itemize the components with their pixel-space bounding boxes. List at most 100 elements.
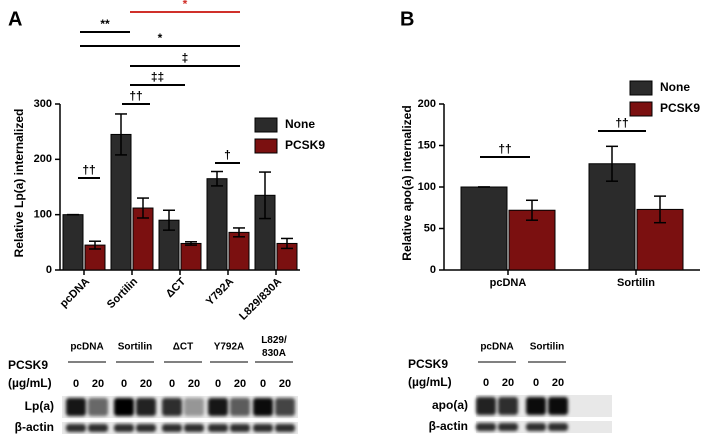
error-bar [137, 197, 149, 219]
dose-label: 0 [533, 377, 539, 389]
legend-label: PCSK9 [660, 101, 700, 115]
blot-band [114, 398, 134, 416]
significance-label: * [158, 31, 163, 45]
lane-label: pcDNA [480, 342, 513, 353]
blot-band [548, 423, 568, 431]
dose-label: 20 [140, 378, 152, 390]
error-bar [259, 171, 271, 220]
lane-label: 830A [262, 348, 286, 359]
significance-label: ** [100, 17, 110, 31]
blot-band [66, 398, 86, 416]
y-tick-label: 100 [418, 181, 436, 193]
significance-label: †† [82, 163, 95, 177]
bar [228, 231, 250, 271]
lane-label: Sortilin [530, 342, 564, 353]
significance-label: ‡‡ [151, 70, 164, 84]
blot-band [548, 397, 568, 415]
legend-swatch [254, 117, 278, 133]
bar [206, 178, 228, 271]
blot-band [526, 423, 546, 431]
dose-label: 0 [73, 378, 79, 390]
legend-swatch [629, 80, 653, 96]
unit-label: (µg/mL) [8, 376, 52, 390]
lane-label: ΔCT [173, 342, 194, 353]
blot-band [230, 424, 250, 432]
lane-label: L829/ [261, 335, 287, 346]
blot-band [162, 424, 182, 432]
error-bar [89, 240, 101, 250]
dose-label: 0 [215, 378, 221, 390]
significance-label: * [183, 0, 188, 11]
y-tick-label: 200 [418, 98, 436, 110]
y-tick-label: 50 [424, 222, 436, 234]
y-axis-label: Relative Lp(a) internalized [12, 109, 26, 258]
x-tick-label: ΔCT [164, 275, 189, 300]
panel-label: A [8, 8, 22, 30]
dose-label: 20 [92, 378, 104, 390]
blot-band [184, 424, 204, 432]
treatment-label: PCSK9 [408, 357, 448, 371]
dose-label: 20 [552, 377, 564, 389]
blot-band [476, 423, 496, 431]
y-tick-label: 0 [430, 264, 436, 276]
y-tick-label: 150 [418, 139, 436, 151]
x-tick-label: pcDNA [490, 277, 527, 289]
significance-label: †† [615, 116, 628, 130]
dose-label: 0 [483, 377, 489, 389]
y-tick-label: 200 [34, 153, 52, 165]
lane-label: Y792A [214, 342, 245, 353]
significance-label: ‡ [182, 51, 189, 65]
error-bar [233, 227, 245, 238]
blot-band [88, 424, 108, 432]
blot-band [184, 398, 204, 416]
blot-row-label: β-actin [429, 419, 468, 433]
blot-band [136, 424, 156, 432]
treatment-label: PCSK9 [8, 358, 48, 372]
blot-band [230, 398, 250, 416]
blot-band [114, 424, 134, 432]
blot-band [253, 398, 273, 416]
error-bar [281, 237, 293, 250]
bar [62, 214, 84, 271]
blot-band [66, 424, 86, 432]
legend-swatch [254, 138, 278, 154]
error-bar [606, 145, 618, 182]
y-tick-label: 100 [34, 209, 52, 221]
blot-band [275, 398, 295, 416]
significance-label: †† [498, 142, 511, 156]
dose-label: 0 [169, 378, 175, 390]
dose-label: 0 [121, 378, 127, 390]
bar [180, 242, 202, 271]
significance-label: † [224, 148, 231, 162]
blot-band [526, 397, 546, 415]
legend-label: None [660, 80, 690, 94]
bar [588, 163, 636, 271]
x-tick-label: Sortilin [105, 275, 140, 310]
blot-band [498, 423, 518, 431]
x-tick-label: Sortilin [617, 277, 655, 289]
x-tick-label: Y792A [204, 276, 236, 308]
x-tick-label: L829/830A [237, 276, 284, 323]
error-bar [185, 241, 197, 246]
unit-label: (µg/mL) [408, 375, 452, 389]
dose-label: 20 [234, 378, 246, 390]
blot-row-label: apo(a) [432, 398, 468, 412]
error-bar [526, 199, 538, 221]
bar [460, 186, 508, 271]
blot-band [208, 398, 228, 416]
dose-label: 20 [279, 378, 291, 390]
y-tick-label: 300 [34, 98, 52, 110]
error-bar [211, 170, 223, 187]
blot-band [136, 398, 156, 416]
x-tick-label: pcDNA [58, 276, 92, 310]
blot-band [88, 398, 108, 416]
dose-label: 0 [260, 378, 266, 390]
error-bar [115, 113, 127, 156]
lane-label: Sortilin [118, 342, 152, 353]
legend-swatch [629, 101, 653, 117]
blot-band [498, 397, 518, 415]
blot-band [275, 424, 295, 432]
dose-label: 20 [188, 378, 200, 390]
panel-label: B [400, 8, 414, 30]
